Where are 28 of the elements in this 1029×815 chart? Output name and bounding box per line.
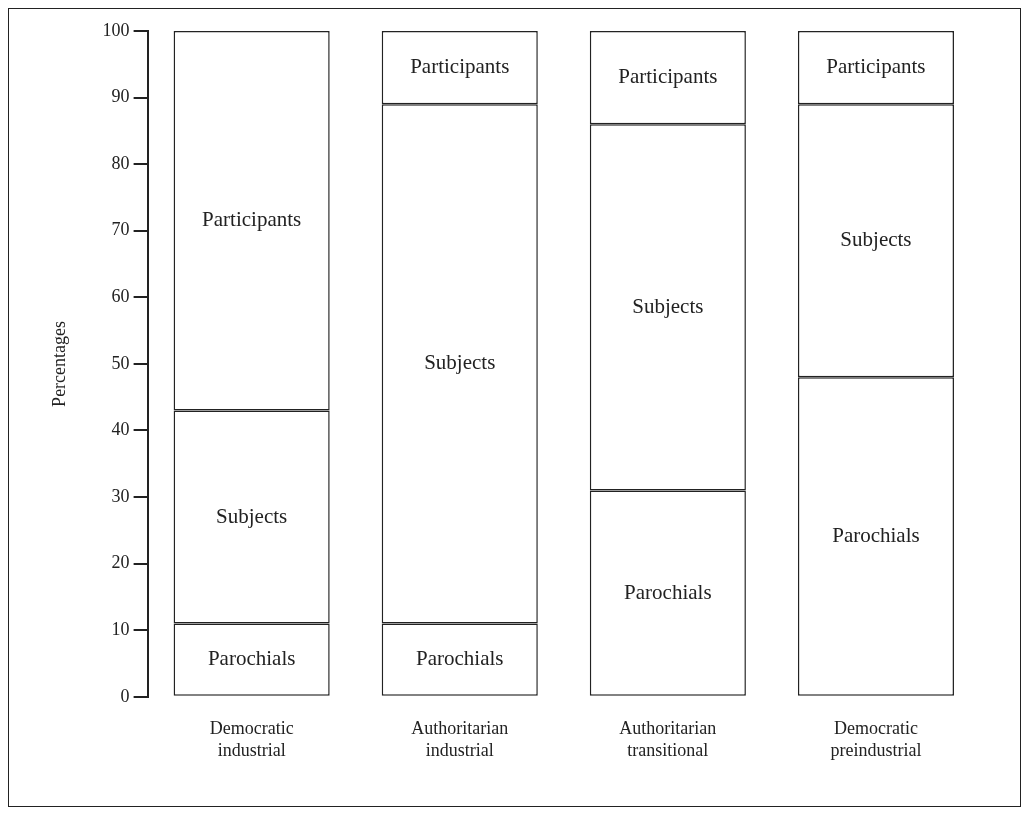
text: Parochials — [832, 523, 920, 548]
y-tick-label: 90 — [111, 86, 130, 107]
text: Subjects — [840, 227, 912, 252]
y-tick-label: 70 — [111, 219, 130, 240]
y-tick-label: 40 — [111, 419, 130, 440]
x-tick-label: Democratic industrial — [209, 718, 294, 760]
series-label: Parochials — [207, 646, 296, 671]
x-tick-label: Authoritarian transitional — [619, 718, 717, 760]
y-axis-title: Percentages — [48, 320, 69, 407]
x-tick-label: Authoritarian industrial — [411, 718, 509, 760]
y-tick-label: 80 — [111, 152, 130, 173]
text: Subjects — [424, 350, 496, 375]
text: Participants — [618, 64, 718, 89]
y-tick-label: 0 — [120, 685, 130, 706]
text: Parochials — [624, 579, 712, 604]
y-tick-label: 100 — [102, 19, 130, 40]
y-tick-label: 10 — [111, 618, 130, 639]
series-label: Subjects — [632, 293, 704, 318]
y-tick-label: 20 — [111, 552, 130, 573]
y-tick-label: 60 — [111, 286, 130, 307]
text: Participants — [826, 54, 926, 79]
x-tick-label: Democratic preindustrial — [830, 718, 922, 760]
text: Participants — [202, 207, 302, 232]
y-tick-label: 30 — [111, 485, 130, 506]
series-label: Participants — [410, 54, 510, 79]
y-tick-label: 50 — [111, 352, 130, 373]
text: Parochials — [416, 646, 504, 671]
text: Subjects — [216, 503, 288, 528]
